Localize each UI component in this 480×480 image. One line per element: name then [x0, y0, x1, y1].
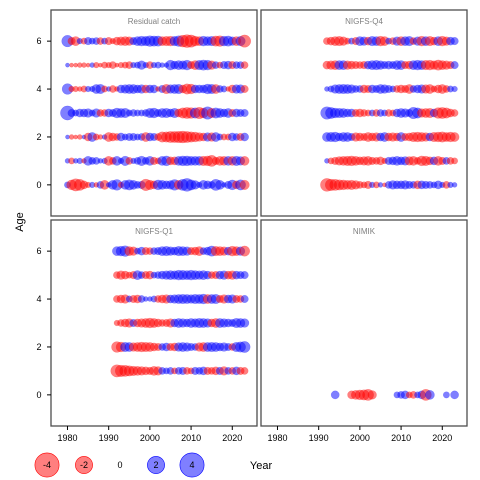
legend-label: -4	[43, 460, 51, 470]
legend-bubble	[179, 452, 205, 478]
x-tick-label: 1980	[267, 433, 287, 443]
x-tick-label: 1990	[309, 433, 329, 443]
y-tick-label: 4	[36, 84, 41, 94]
y-tick-label: 6	[36, 36, 41, 46]
residual-bubble	[330, 390, 340, 400]
residual-bubble	[239, 156, 250, 166]
x-tick-label: 1980	[57, 433, 77, 443]
x-tick-label: 1990	[99, 433, 119, 443]
y-tick-label: 4	[36, 294, 41, 304]
y-tick-label: 2	[36, 132, 41, 142]
residual-bubble	[240, 367, 249, 375]
residual-bubble	[450, 390, 459, 400]
residual-bubble	[238, 341, 251, 353]
panel-title: NIMIK	[353, 227, 376, 236]
panel-title: NIGFS-Q1	[135, 227, 173, 236]
x-axis-label: Year	[250, 460, 273, 472]
residual-bubble	[425, 390, 435, 400]
residual-bubble	[367, 390, 377, 400]
residual-bubble	[77, 134, 83, 140]
legend-label: 4	[189, 460, 194, 470]
x-tick-label: 2010	[391, 433, 411, 443]
panel-title: NIGFS-Q4	[345, 17, 383, 26]
residual-bubble	[65, 62, 70, 68]
residual-bubble	[238, 34, 252, 48]
x-tick-label: 2020	[222, 433, 242, 443]
residual-bubble	[240, 294, 249, 304]
legend-label: -2	[80, 460, 88, 470]
y-tick-label: 0	[36, 180, 41, 190]
y-tick-label: 0	[36, 390, 41, 400]
legend-bubble	[75, 456, 93, 474]
legend-bubble	[147, 456, 165, 474]
residual-bubble	[239, 179, 250, 190]
legend-label: 2	[153, 460, 158, 470]
y-tick-label: 6	[36, 246, 41, 256]
panel-2: NIGFS-Q1	[50, 219, 258, 427]
residual-bubble	[240, 271, 249, 280]
residual-bubble	[451, 85, 458, 93]
x-tick-label: 2010	[181, 433, 201, 443]
panel-3: NIMIK	[260, 219, 468, 427]
residual-bubble	[239, 245, 251, 257]
y-tick-label: 2	[36, 342, 41, 352]
residual-bubble	[240, 84, 249, 94]
residual-bubble	[450, 61, 459, 70]
panel-title: Residual catch	[128, 17, 180, 26]
x-tick-label: 2000	[140, 433, 160, 443]
residual-bubble	[442, 391, 450, 399]
residual-bubble	[69, 62, 74, 68]
residual-bubble	[377, 182, 384, 188]
panel-1: NIGFS-Q4	[260, 9, 468, 217]
residual-bubble	[449, 132, 460, 142]
residual-bubble	[240, 61, 249, 69]
residual-bubble	[240, 132, 249, 142]
legend-bubble	[34, 452, 60, 478]
residual-bubble	[450, 109, 459, 117]
panel-0: Residual catch	[50, 9, 258, 217]
bubble-size-legend: -4 -2 0 2 4	[34, 452, 205, 478]
residual-bubble	[451, 182, 458, 188]
x-tick-label: 2020	[432, 433, 452, 443]
x-tick-label: 2000	[350, 433, 370, 443]
residual-bubble	[240, 108, 249, 118]
residual-bubble	[239, 318, 250, 328]
legend-label: 0	[117, 460, 122, 470]
residual-bubble	[450, 37, 459, 46]
y-axis-label: Age	[14, 212, 26, 232]
residual-bubble	[451, 157, 459, 165]
